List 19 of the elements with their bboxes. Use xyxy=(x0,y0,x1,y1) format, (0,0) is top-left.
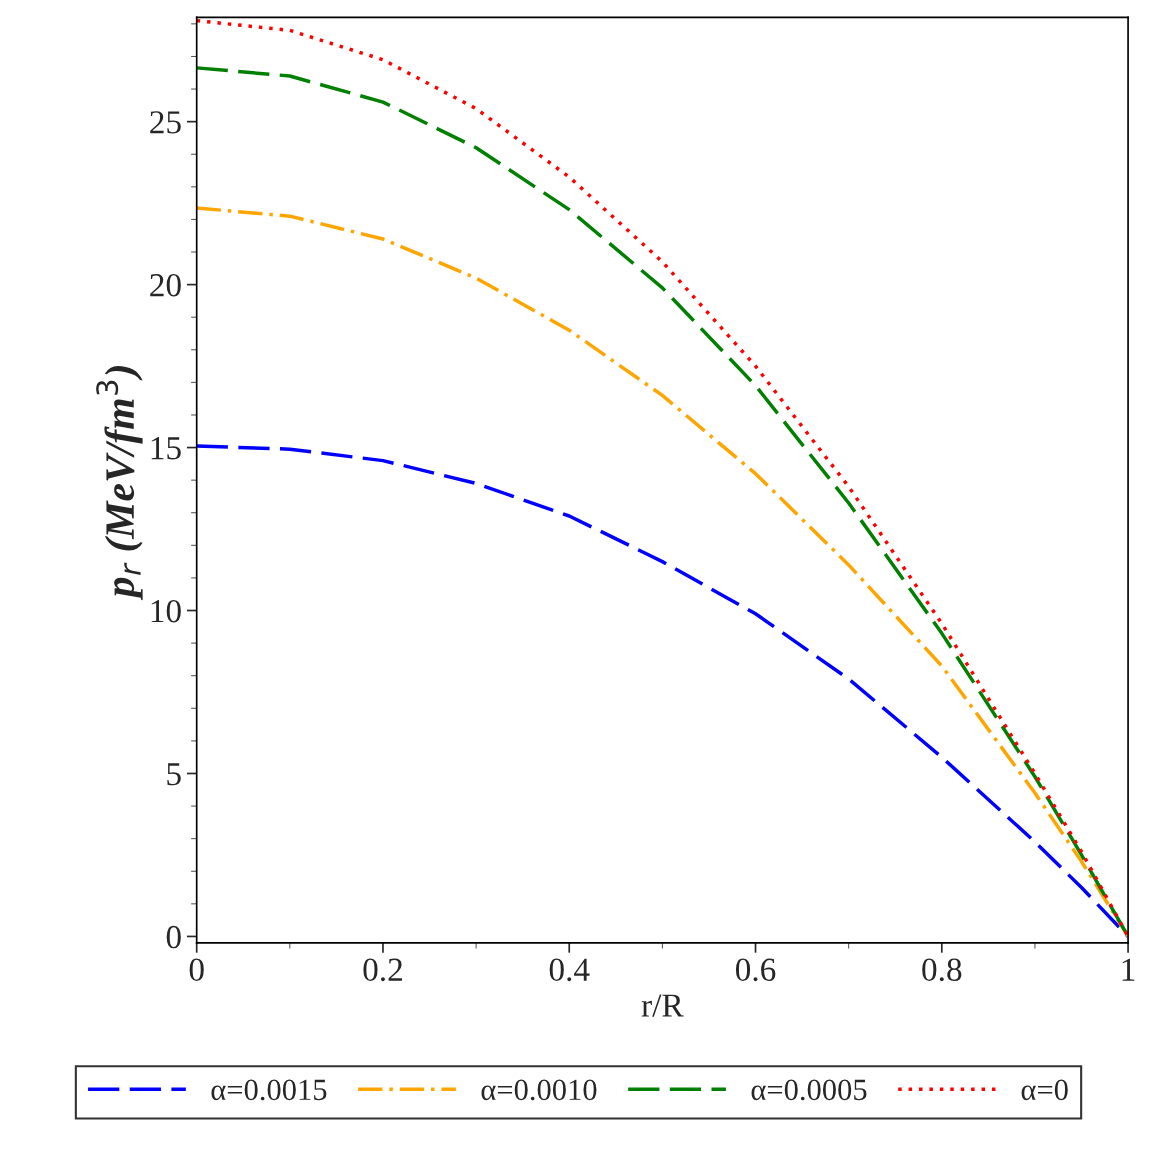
legend-label: α=0.0010 xyxy=(481,1079,597,1101)
legend-label: α=0.0005 xyxy=(751,1079,867,1101)
legend-label: α=0.0015 xyxy=(211,1079,327,1101)
x-tick-label: 1 xyxy=(1122,958,1135,981)
y-axis-title: p$_{r}$ (MeV/fm$^{3}$) xyxy=(96,366,143,601)
x-axis-title: r/R xyxy=(641,994,684,1017)
y-tick-label: 5 xyxy=(167,763,181,786)
x-tick-label: 0.4 xyxy=(549,958,590,982)
legend-label: α=0 xyxy=(1021,1079,1068,1101)
x-tick-label: 0 xyxy=(189,958,204,981)
y-tick-label: 0 xyxy=(166,925,181,949)
y-tick-label: 20 xyxy=(150,274,181,297)
y-tick-label: 15 xyxy=(151,437,181,460)
y-tick-label: 10 xyxy=(151,599,181,623)
line-series xyxy=(196,206,1129,939)
x-tick-label: 0.2 xyxy=(363,958,402,982)
x-tick-label: 0.6 xyxy=(735,958,776,982)
x-tick-label: 0.8 xyxy=(922,958,962,982)
y-tick-label: 25 xyxy=(150,111,181,134)
